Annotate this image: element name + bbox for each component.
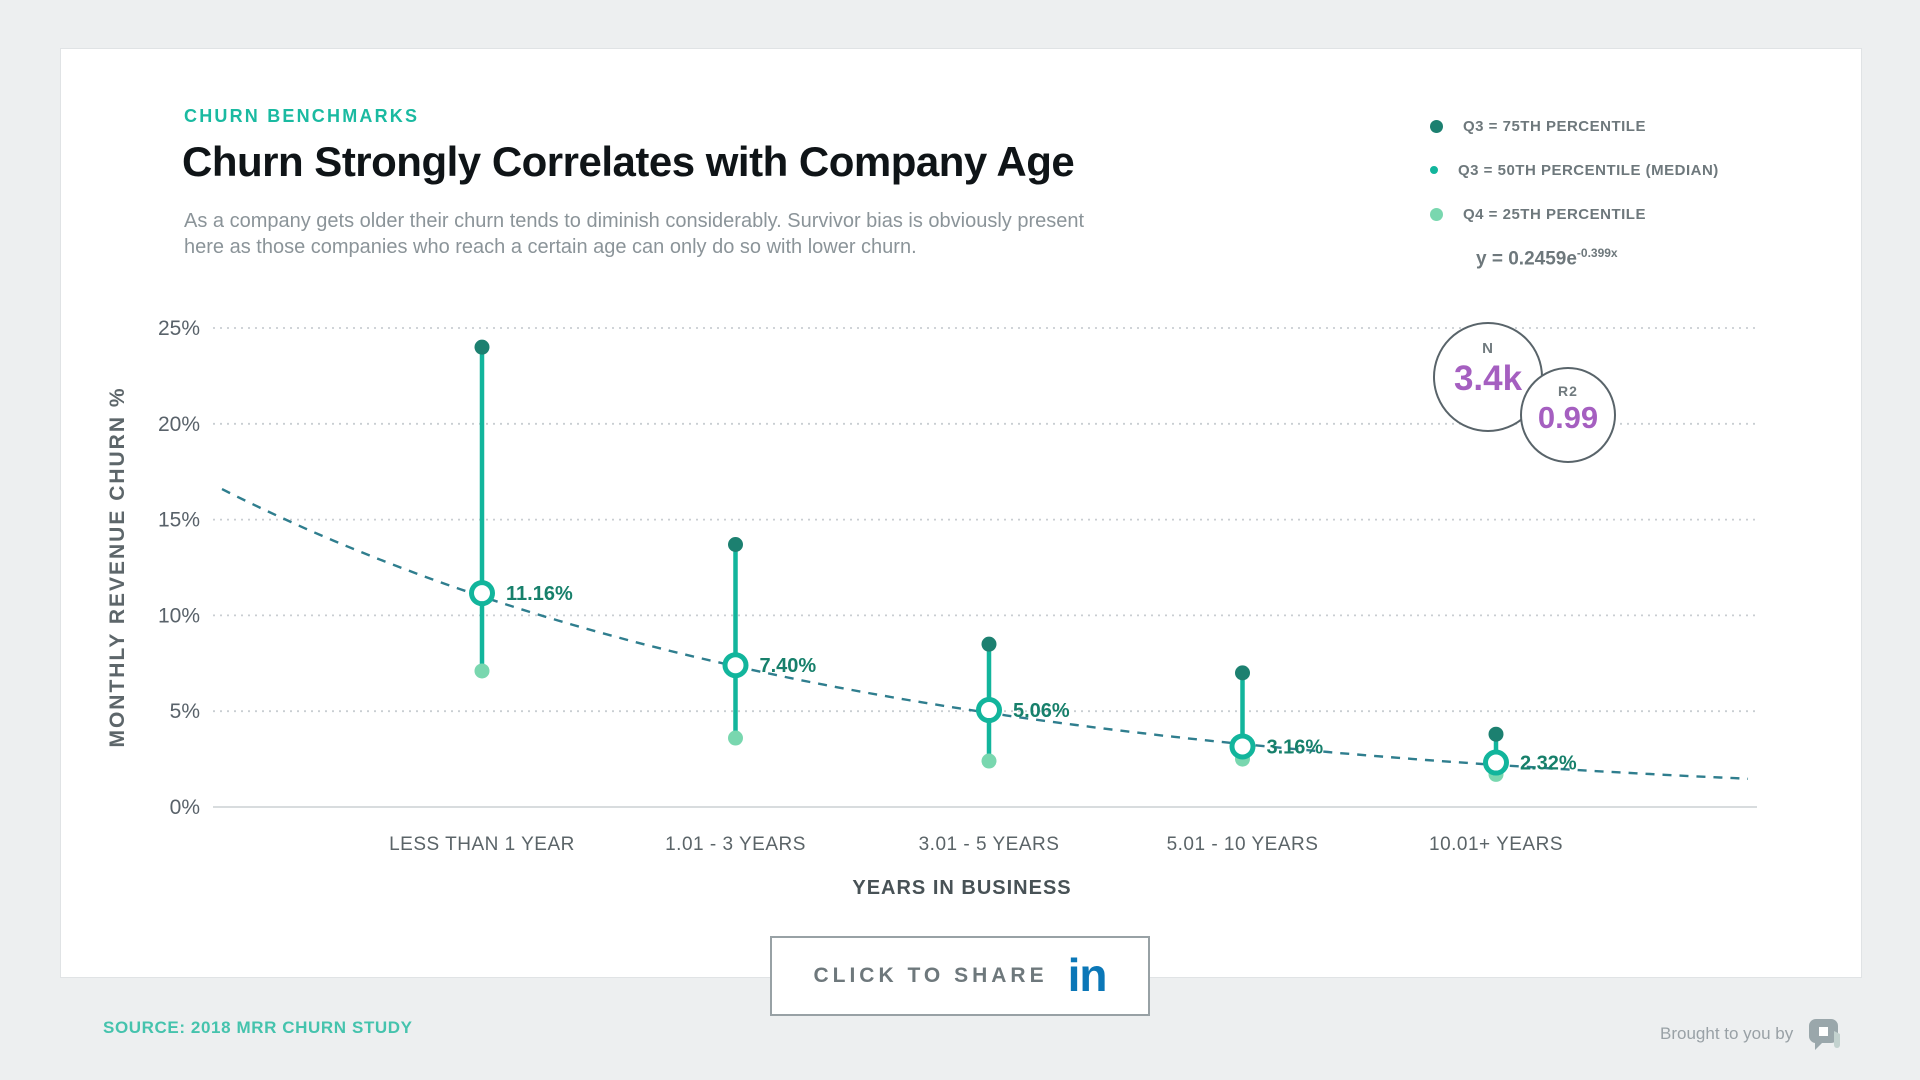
stat-n-value: 3.4k bbox=[1453, 359, 1523, 398]
stat-r2-label: R2 bbox=[1558, 383, 1578, 399]
legend-item-25th: Q4 = 25TH PERCENTILE bbox=[1430, 202, 1719, 226]
attribution-text: Brought to you by bbox=[1660, 1024, 1794, 1043]
legend-item-median: Q3 = 50TH PERCENTILE (MEDIAN) bbox=[1430, 158, 1719, 182]
p75-dot-icon bbox=[1430, 119, 1443, 133]
brand-logo-icon bbox=[1809, 1019, 1841, 1050]
stat-r2-value: 0.99 bbox=[1537, 400, 1599, 435]
equation-exponent: -0.399x bbox=[1576, 246, 1618, 260]
legend-item-75th: Q3 = 75TH PERCENTILE bbox=[1430, 114, 1719, 138]
stat-n-label: N bbox=[1482, 340, 1494, 357]
legend-label: Q3 = 50TH PERCENTILE (MEDIAN) bbox=[1458, 161, 1719, 179]
attribution: Brought to you by bbox=[1660, 1014, 1845, 1054]
source-note: SOURCE: 2018 MRR CHURN STUDY bbox=[103, 1018, 413, 1037]
share-button[interactable]: CLICK TO SHARE in bbox=[770, 936, 1150, 1016]
median-ring-icon bbox=[1430, 166, 1438, 174]
equation-base: y = 0.2459e bbox=[1476, 248, 1577, 270]
legend-label: Q3 = 75TH PERCENTILE bbox=[1463, 117, 1646, 135]
legend-label: Q4 = 25TH PERCENTILE bbox=[1463, 205, 1646, 223]
subtitle: As a company gets older their churn tend… bbox=[184, 210, 1085, 258]
linkedin-icon[interactable]: in bbox=[1067, 949, 1108, 1002]
stat-circle-r2: R2 0.99 bbox=[1520, 367, 1616, 463]
kicker: CHURN BENCHMARKS bbox=[184, 106, 420, 126]
page-title: Churn Strongly Correlates with Company A… bbox=[182, 138, 1075, 185]
p25-dot-icon bbox=[1430, 207, 1443, 221]
share-button-label: CLICK TO SHARE bbox=[813, 964, 1048, 987]
trend-equation: y = 0.2459e-0.399x bbox=[1476, 246, 1618, 270]
legend: Q3 = 75TH PERCENTILE Q3 = 50TH PERCENTIL… bbox=[1430, 114, 1719, 246]
